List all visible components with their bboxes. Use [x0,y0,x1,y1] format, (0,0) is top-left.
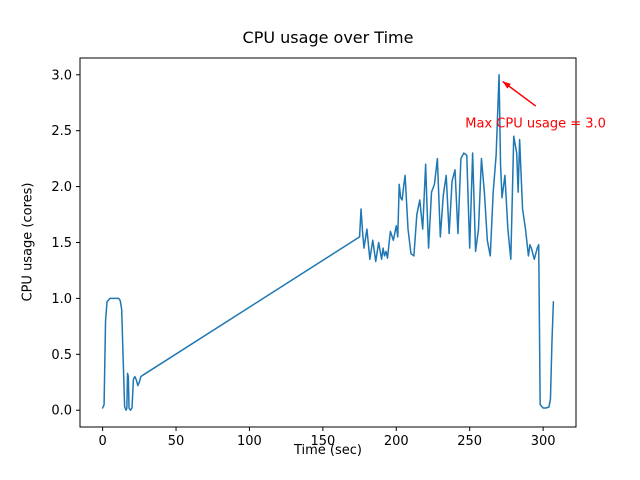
y-tick-label: 0.5 [51,348,72,363]
y-tick-label: 2.0 [51,180,72,195]
x-tick-label: 200 [384,434,409,449]
annotation-arrow [502,80,537,107]
x-axis-label: Time (sec) [293,443,362,458]
x-tick-label: 150 [310,434,335,449]
x-tick-label: 300 [531,434,556,449]
y-axis-ticks: 0.0 0.5 1.0 1.5 2.0 2.5 3.0 [51,68,80,419]
axes-frame [79,57,577,428]
chart-title: CPU usage over Time [242,28,414,47]
x-tick-label: 50 [168,434,185,449]
y-tick-label: 1.5 [51,236,72,251]
y-tick-label: 0.0 [51,404,72,419]
y-tick-label: 1.0 [51,292,72,307]
cpu-usage-line [101,74,555,411]
x-axis-ticks: 0 50 100 150 200 250 300 [98,427,556,449]
annotation-text: Max CPU usage = 3.0 [465,116,606,131]
x-tick-label: 0 [98,434,106,449]
x-tick-label: 250 [457,434,482,449]
y-tick-label: 3.0 [51,68,72,83]
x-tick-label: 100 [237,434,262,449]
y-tick-label: 2.5 [51,124,72,139]
max-annotation: Max CPU usage = 3.0 [465,80,606,131]
